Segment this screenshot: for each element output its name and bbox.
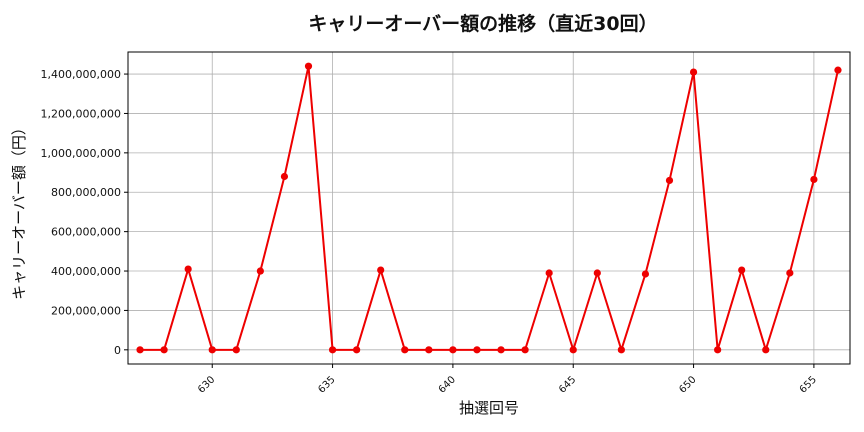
data-point xyxy=(689,68,698,76)
x-tick-label: 640 xyxy=(437,374,458,395)
data-point xyxy=(641,270,650,278)
data-point xyxy=(834,66,842,74)
y-tick-label: 800,000,000 xyxy=(51,186,121,199)
y-tick-label: 600,000,000 xyxy=(51,226,121,239)
data-point xyxy=(304,62,313,70)
data-point xyxy=(280,172,289,181)
data-point xyxy=(449,346,457,354)
axis-ticks: 0 200,000,000 400,000,000 600,000,000 800,00… xyxy=(41,68,820,396)
data-point xyxy=(377,266,385,274)
data-point xyxy=(184,265,192,273)
series-line xyxy=(140,65,839,351)
x-tick-label: 650 xyxy=(677,374,698,395)
data-point xyxy=(810,175,818,184)
y-axis-label: キャリーオーバー額（円） xyxy=(10,120,28,300)
data-point xyxy=(786,269,794,277)
y-tick-label: 400,000,000 xyxy=(51,265,121,278)
data-point xyxy=(738,266,746,274)
data-point xyxy=(714,346,722,354)
y-tick-label: 1,200,000,000 xyxy=(41,107,121,120)
data-point xyxy=(593,269,601,277)
plot-frame xyxy=(127,51,851,365)
y-tick-label: 1,000,000,000 xyxy=(41,147,121,160)
data-point xyxy=(208,346,216,354)
data-point xyxy=(401,346,409,354)
data-point xyxy=(328,346,337,354)
x-tick-label: 655 xyxy=(798,374,819,395)
data-point xyxy=(160,346,168,354)
x-axis-label: 抽選回号 xyxy=(459,399,519,417)
x-tick-label: 635 xyxy=(316,374,337,395)
data-point xyxy=(545,269,553,277)
data-point xyxy=(521,346,529,354)
data-point xyxy=(256,267,264,275)
data-point xyxy=(762,346,770,354)
data-point xyxy=(569,346,577,354)
y-tick-label: 1,400,000,000 xyxy=(41,68,121,81)
y-tick-label: 0 xyxy=(114,344,121,357)
data-point xyxy=(617,346,625,354)
data-point xyxy=(497,346,505,354)
x-tick-label: 630 xyxy=(196,374,217,395)
chart-title: キャリーオーバー額の推移（直近30回） xyxy=(308,12,657,35)
data-point xyxy=(136,346,144,354)
data-point xyxy=(425,346,433,354)
data-point xyxy=(232,346,240,354)
data-point xyxy=(353,346,361,354)
data-point xyxy=(473,346,481,354)
grid-lines xyxy=(128,52,850,364)
data-series xyxy=(136,62,842,354)
x-tick-label: 645 xyxy=(557,374,578,395)
data-point xyxy=(665,176,674,185)
y-tick-label: 200,000,000 xyxy=(51,304,121,317)
